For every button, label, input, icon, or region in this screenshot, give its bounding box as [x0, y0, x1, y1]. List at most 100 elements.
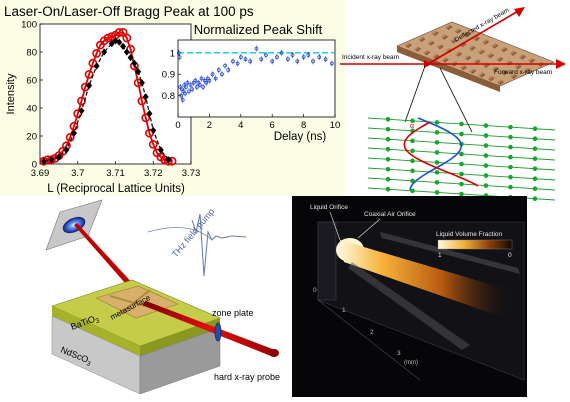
main-point-laser-off [127, 54, 134, 62]
inset-point [323, 57, 328, 62]
air-orifice-pointer [357, 218, 381, 239]
main-point-laser-off [135, 68, 142, 76]
crystal-slab-edge [397, 46, 500, 92]
inset-point [259, 57, 264, 62]
inset-point [180, 98, 185, 102]
lattice-atom [385, 126, 391, 132]
lattice-atom [532, 126, 538, 132]
lattice-atom [459, 131, 464, 137]
inset-point [238, 55, 243, 59]
crystal-stud [445, 47, 454, 54]
main-point-laser-off [123, 48, 130, 56]
lattice-atom [508, 154, 513, 160]
inset-series-group [176, 45, 335, 103]
lattice-atom [508, 124, 513, 130]
main-y-tick-label: 60 [26, 76, 37, 87]
crystal-stud [500, 69, 509, 76]
main-point-laser-on [65, 132, 75, 142]
main-y-tick-label: 80 [26, 48, 37, 59]
lattice-atom [459, 191, 464, 197]
crystal-stud [509, 73, 518, 79]
main-point-laser-off [78, 107, 85, 115]
main-point-laser-off [116, 38, 123, 46]
main-point-laser-off [142, 93, 149, 101]
main-point-laser-off [146, 110, 153, 118]
jet-reflection [380, 232, 520, 274]
main-point-laser-off [131, 59, 138, 67]
incident-beam-label: Incident x-ray beam [342, 54, 399, 61]
main-y-tick-label: 20 [26, 132, 37, 143]
main-y-axis-label: Intensity [5, 73, 17, 114]
crystal-stud [449, 37, 458, 44]
crystal-stud [444, 24, 453, 30]
bragg-peak-panel: Laser-On/Laser-Off Bragg Peak at 100 ps … [0, 0, 345, 196]
inset-point [317, 55, 322, 59]
crystal-stud [495, 55, 504, 62]
forward-beam-label: Forward x-ray beam [494, 69, 552, 76]
inset-x-ticks: 0 2 4 6 8 10 [175, 114, 340, 131]
inset-y-tick-label: 0.9 [162, 70, 175, 81]
lattice-atom [483, 183, 489, 188]
main-point-laser-off [48, 156, 55, 164]
inset-y-tick-label: 0.8 [162, 91, 175, 102]
crystal-stud [459, 64, 468, 71]
lattice-atom [385, 116, 391, 122]
main-y-tick-label: 40 [26, 104, 37, 115]
inset-x-axis-label: Delay (ns) [274, 131, 327, 143]
main-plot-area [39, 23, 192, 165]
main-point-laser-off [101, 48, 108, 56]
main-point-laser-off [120, 42, 127, 50]
lattice-atom [508, 174, 513, 180]
jet-shadow [348, 262, 470, 350]
bragg-diffraction-diagram: Incident x-ray beam Deflected x-ray beam… [340, 7, 566, 202]
lattice-atom [483, 143, 489, 148]
lattice-atom [434, 190, 440, 195]
inset-point [254, 46, 259, 51]
blue-wave-path [409, 117, 463, 191]
lattice-atom [410, 118, 415, 124]
inset-point [286, 57, 290, 62]
crystal-stud [496, 79, 504, 85]
probe-beam-end [269, 349, 279, 357]
inset-point [213, 76, 218, 81]
main-point-laser-on [114, 28, 124, 37]
jet-axis-tick-2: 2 [370, 329, 374, 336]
colorbar-min-label: 0 [508, 252, 512, 259]
crystal-stud [440, 56, 449, 63]
lattice-atom [434, 120, 440, 125]
crystal-stud [417, 36, 426, 42]
crystal-stud [462, 31, 471, 38]
liquid-jet-diagram: Liquid Orifice Coaxial Air Orifice Liqui… [292, 196, 527, 397]
inset-point [248, 59, 253, 64]
inset-point [243, 57, 248, 62]
colorbar-max-label: 1 [438, 252, 442, 259]
main-point-laser-off [86, 82, 93, 90]
crystal-stud [468, 67, 477, 74]
inset-point [216, 68, 221, 72]
lattice-atom [532, 156, 538, 162]
lattice-atom [508, 184, 513, 190]
inset-point [204, 80, 209, 85]
lattice-atom [385, 146, 391, 152]
colorbar [437, 239, 513, 250]
inset-x-tick-label: 10 [330, 120, 341, 131]
crystal-stud [463, 54, 472, 61]
jet-axis-tick-0: 0 [313, 287, 317, 294]
inset-x-tick-label: 8 [301, 120, 306, 131]
lattice-atom [459, 171, 464, 177]
lattice-atom [434, 150, 440, 155]
main-point-laser-on [137, 96, 147, 106]
main-x-ticks: 3.69 3.7 3.71 3.72 3.73 [31, 161, 200, 179]
lattice-atom [385, 186, 391, 192]
zoom-line-left [404, 65, 426, 123]
crystal-stud [481, 38, 490, 45]
lattice-atom [483, 173, 489, 178]
inset-point [311, 59, 315, 64]
inset-point [188, 83, 193, 87]
crystal-stud [508, 49, 517, 56]
crystal-stud [518, 53, 527, 60]
main-x-tick-label: 3.72 [144, 168, 163, 179]
lattice-atom [483, 153, 489, 158]
crystal-stud [490, 42, 499, 49]
